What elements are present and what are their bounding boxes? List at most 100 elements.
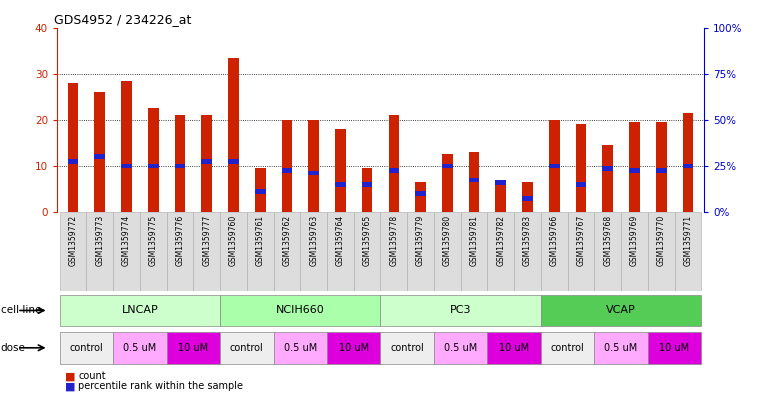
- Bar: [549, 120, 559, 212]
- Text: GSM1359763: GSM1359763: [309, 215, 318, 266]
- Bar: [522, 182, 533, 212]
- Bar: [220, 295, 380, 326]
- Text: GSM1359778: GSM1359778: [390, 215, 398, 266]
- Bar: [629, 122, 640, 212]
- Text: GSM1359775: GSM1359775: [149, 215, 158, 266]
- Bar: [228, 57, 239, 212]
- Bar: [361, 182, 372, 187]
- Text: percentile rank within the sample: percentile rank within the sample: [78, 381, 244, 391]
- Bar: [603, 145, 613, 212]
- Text: GSM1359780: GSM1359780: [443, 215, 452, 266]
- Bar: [113, 332, 167, 364]
- Text: 0.5 uM: 0.5 uM: [444, 343, 477, 353]
- Bar: [416, 191, 426, 196]
- Text: LNCAP: LNCAP: [122, 305, 158, 316]
- Bar: [575, 182, 586, 187]
- Text: GSM1359777: GSM1359777: [202, 215, 212, 266]
- Bar: [274, 332, 327, 364]
- Text: GSM1359770: GSM1359770: [657, 215, 666, 266]
- Bar: [255, 189, 266, 194]
- Text: GSM1359766: GSM1359766: [549, 215, 559, 266]
- Bar: [247, 212, 274, 291]
- Bar: [683, 164, 693, 168]
- Bar: [648, 212, 674, 291]
- Bar: [220, 212, 247, 291]
- Bar: [308, 120, 319, 212]
- Bar: [442, 154, 453, 212]
- Bar: [308, 171, 319, 175]
- Text: 10 uM: 10 uM: [660, 343, 689, 353]
- Text: GSM1359773: GSM1359773: [95, 215, 104, 266]
- Bar: [121, 164, 132, 168]
- Bar: [648, 332, 701, 364]
- Bar: [674, 212, 701, 291]
- Text: GSM1359764: GSM1359764: [336, 215, 345, 266]
- Text: PC3: PC3: [450, 305, 471, 316]
- Text: 10 uM: 10 uM: [499, 343, 529, 353]
- Text: GSM1359765: GSM1359765: [363, 215, 371, 266]
- Text: GDS4952 / 234226_at: GDS4952 / 234226_at: [54, 13, 191, 26]
- Bar: [683, 113, 693, 212]
- Bar: [416, 182, 426, 212]
- Text: GSM1359776: GSM1359776: [176, 215, 184, 266]
- Bar: [335, 182, 345, 187]
- Bar: [434, 332, 487, 364]
- Text: GSM1359782: GSM1359782: [496, 215, 505, 266]
- Bar: [220, 332, 274, 364]
- Text: GSM1359779: GSM1359779: [416, 215, 425, 266]
- Bar: [380, 295, 541, 326]
- Bar: [354, 212, 380, 291]
- Text: control: control: [551, 343, 584, 353]
- Text: GSM1359767: GSM1359767: [577, 215, 585, 266]
- Text: 0.5 uM: 0.5 uM: [284, 343, 317, 353]
- Bar: [60, 332, 113, 364]
- Text: control: control: [390, 343, 424, 353]
- Bar: [282, 120, 292, 212]
- Bar: [60, 295, 220, 326]
- Bar: [434, 212, 460, 291]
- Bar: [380, 332, 434, 364]
- Bar: [656, 168, 667, 173]
- Text: 10 uM: 10 uM: [339, 343, 369, 353]
- Bar: [140, 212, 167, 291]
- Bar: [167, 332, 220, 364]
- Bar: [202, 115, 212, 212]
- Bar: [274, 212, 301, 291]
- Text: ■: ■: [65, 381, 75, 391]
- Text: GSM1359761: GSM1359761: [256, 215, 265, 266]
- Bar: [167, 212, 193, 291]
- Bar: [148, 164, 158, 168]
- Bar: [594, 212, 621, 291]
- Text: GSM1359762: GSM1359762: [282, 215, 291, 266]
- Text: 0.5 uM: 0.5 uM: [123, 343, 157, 353]
- Bar: [389, 168, 400, 173]
- Text: GSM1359772: GSM1359772: [68, 215, 78, 266]
- Bar: [541, 332, 594, 364]
- Text: GSM1359781: GSM1359781: [470, 215, 479, 266]
- Text: dose: dose: [1, 343, 26, 353]
- Text: GSM1359769: GSM1359769: [630, 215, 639, 266]
- Bar: [522, 196, 533, 201]
- Bar: [541, 295, 701, 326]
- Bar: [568, 212, 594, 291]
- Bar: [327, 212, 354, 291]
- Bar: [255, 168, 266, 212]
- Bar: [94, 92, 105, 212]
- Text: GSM1359771: GSM1359771: [683, 215, 693, 266]
- Text: NCIH660: NCIH660: [276, 305, 325, 316]
- Bar: [549, 164, 559, 168]
- Bar: [495, 182, 506, 212]
- Text: 0.5 uM: 0.5 uM: [604, 343, 638, 353]
- Bar: [487, 332, 541, 364]
- Text: control: control: [230, 343, 264, 353]
- Bar: [228, 159, 239, 164]
- Bar: [389, 115, 400, 212]
- Text: count: count: [78, 371, 106, 381]
- Text: cell line: cell line: [1, 305, 41, 316]
- Bar: [148, 108, 158, 212]
- Bar: [621, 212, 648, 291]
- Bar: [603, 166, 613, 171]
- Text: GSM1359768: GSM1359768: [603, 215, 612, 266]
- Bar: [87, 212, 113, 291]
- Text: GSM1359783: GSM1359783: [523, 215, 532, 266]
